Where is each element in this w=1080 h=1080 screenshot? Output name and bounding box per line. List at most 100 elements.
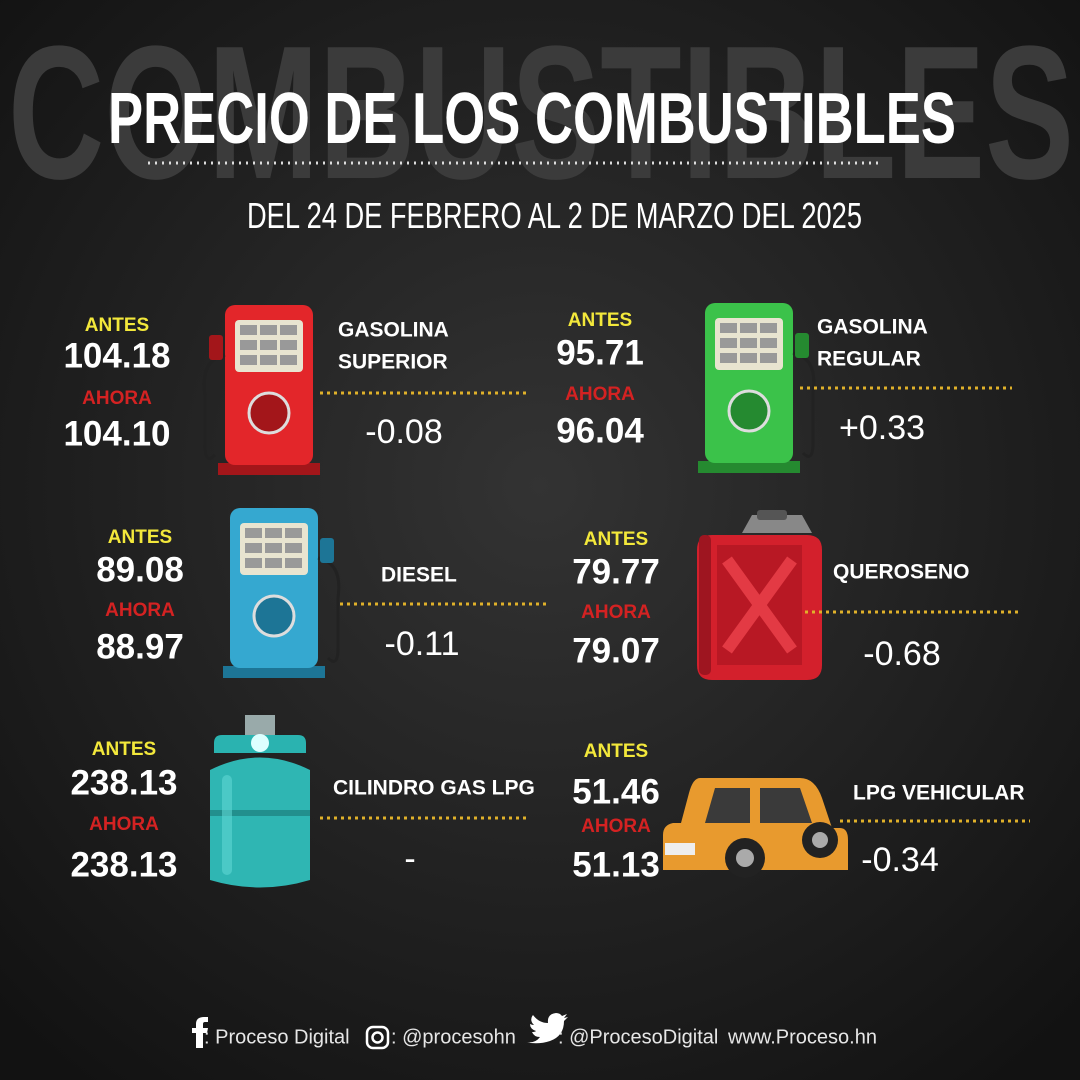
pump-digit — [240, 325, 257, 335]
after-price: 104.10 — [63, 414, 170, 453]
price-change: -0.34 — [861, 841, 939, 879]
pump-base — [698, 461, 800, 473]
pump-nozzle — [209, 335, 223, 360]
pump-digit — [280, 340, 297, 350]
price-change: -0.68 — [863, 635, 941, 673]
pump-digit — [245, 543, 262, 553]
instagram-icon — [365, 1025, 390, 1050]
car-icon — [736, 849, 754, 867]
after-price: 96.04 — [556, 411, 644, 450]
pump-digit — [265, 543, 282, 553]
instagram-handle: : @procesohn — [391, 1026, 516, 1048]
pump-icon — [202, 305, 320, 475]
before-price: 238.13 — [70, 763, 177, 802]
pump-digit — [720, 338, 737, 348]
facebook-handle: : Proceso Digital — [204, 1026, 350, 1048]
car-icon — [663, 778, 848, 878]
fuel-name: SUPERIOR — [338, 351, 448, 374]
pump-digit — [740, 353, 757, 363]
pump-hose — [202, 353, 226, 460]
pump-hose — [317, 556, 341, 663]
pump-digit — [740, 323, 757, 333]
after-label: AHORA — [565, 384, 635, 405]
gas-cylinder-icon — [222, 775, 232, 875]
gas-cylinder-icon — [210, 757, 310, 888]
after-label: AHORA — [89, 814, 159, 835]
after-label: AHORA — [581, 816, 651, 837]
before-price: 79.77 — [572, 552, 660, 591]
instagram-icon — [371, 1031, 384, 1044]
car-icon — [705, 788, 812, 823]
twitter-handle: : @ProcesoDigital — [558, 1026, 718, 1048]
pump-digit — [265, 558, 282, 568]
background-word: COMBUSTIBLES — [8, 7, 1074, 219]
pump-digit — [285, 558, 302, 568]
before-price: 89.08 — [96, 550, 184, 589]
instagram-icon — [365, 1025, 390, 1050]
pump-base — [223, 666, 325, 678]
jerrycan-icon — [757, 510, 787, 520]
twitter-icon — [525, 1013, 568, 1044]
pump-nozzle — [795, 333, 809, 358]
after-label: AHORA — [105, 600, 175, 621]
after-label: AHORA — [581, 602, 651, 623]
before-price: 51.46 — [572, 772, 660, 811]
pump-base — [218, 463, 320, 475]
title: PRECIO DE LOS COMBUSTIBLES — [108, 79, 956, 159]
jerrycan-icon — [699, 535, 711, 675]
fuel-name: REGULAR — [817, 348, 921, 371]
gas-cylinder-icon — [210, 715, 310, 888]
pump-digit — [760, 338, 777, 348]
pump-digit — [260, 340, 277, 350]
after-price: 79.07 — [572, 631, 660, 670]
price-change: -0.08 — [365, 413, 443, 451]
pump-digit — [260, 325, 277, 335]
after-price: 88.97 — [96, 627, 184, 666]
pump-digit — [245, 558, 262, 568]
after-price: 238.13 — [70, 845, 177, 884]
pump-icon — [223, 508, 341, 678]
before-label: ANTES — [85, 315, 149, 336]
pump-digit — [720, 323, 737, 333]
facebook-icon — [192, 1017, 208, 1048]
price-change: -0.11 — [385, 625, 460, 663]
after-label: AHORA — [82, 388, 152, 409]
pump-digit — [740, 338, 757, 348]
before-price: 104.18 — [63, 336, 170, 375]
pump-digit — [280, 355, 297, 365]
pump-button — [252, 594, 296, 638]
jerrycan-icon — [697, 510, 822, 680]
fuel-name: QUEROSENO — [833, 561, 970, 584]
fuel-name: GASOLINA — [338, 319, 449, 342]
pump-button — [727, 389, 771, 433]
subtitle: DEL 24 DE FEBRERO AL 2 DE MARZO DEL 2025 — [247, 195, 862, 236]
after-price: 51.13 — [572, 845, 660, 884]
before-label: ANTES — [568, 310, 632, 331]
car-icon — [665, 843, 695, 855]
pump-hose — [792, 351, 816, 458]
website: www.Proceso.hn — [727, 1026, 877, 1048]
fuel-name: CILINDRO GAS LPG — [333, 777, 535, 800]
before-label: ANTES — [92, 739, 156, 760]
pump-digit — [245, 528, 262, 538]
pump-digit — [240, 355, 257, 365]
gas-cylinder-icon — [210, 810, 310, 816]
pump-digit — [260, 355, 277, 365]
pump-digit — [285, 543, 302, 553]
pump-icon — [698, 303, 816, 473]
jerrycan-icon — [722, 556, 797, 654]
pump-digit — [760, 353, 777, 363]
pump-digit — [240, 340, 257, 350]
fuel-name: LPG VEHICULAR — [853, 782, 1025, 805]
pump-button — [247, 391, 291, 435]
price-change: +0.33 — [839, 409, 925, 447]
price-change: - — [404, 840, 415, 878]
fuel-name: DIESEL — [381, 564, 457, 587]
pump-digit — [285, 528, 302, 538]
pump-digit — [265, 528, 282, 538]
car-icon — [812, 832, 828, 848]
gas-cylinder-icon — [251, 734, 269, 752]
